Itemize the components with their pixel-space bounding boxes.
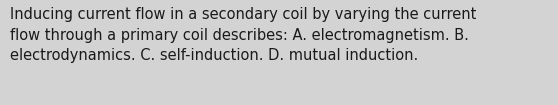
Text: Inducing current flow in a secondary coil by varying the current
flow through a : Inducing current flow in a secondary coi… (10, 7, 477, 63)
